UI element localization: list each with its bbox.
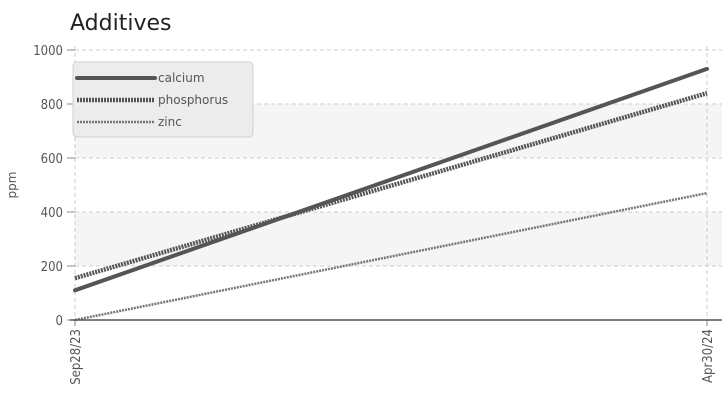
legend-label-phosphorus: phosphorus: [158, 93, 228, 107]
y-tick-label: 400: [41, 206, 63, 221]
series-line-zinc: [74, 191, 708, 322]
chart-title: Additives: [70, 11, 171, 36]
legend-label-zinc: zinc: [158, 115, 182, 129]
series-line-phosphorus: [74, 91, 708, 281]
y-tick-label: 800: [41, 98, 63, 113]
plot-band: [75, 212, 722, 266]
y-tick-label: 600: [41, 152, 63, 167]
legend-box: [72, 61, 254, 138]
legend-label-calcium: calcium: [158, 71, 205, 85]
legend[interactable]: calcium phosphorus zinc: [72, 61, 254, 138]
y-axis-label: ppm: [5, 172, 19, 199]
y-tick-label: 200: [41, 260, 63, 275]
series-lines: [73, 66, 709, 322]
y-tick-label: 0: [56, 314, 63, 329]
y-tick-label: 1000: [33, 44, 63, 59]
x-tick-label: Apr30/24: [701, 329, 716, 383]
y-axis-ticks: 0 200 400 600 800 1000: [33, 44, 75, 329]
x-axis-ticks: Sep28/23 Apr30/24: [69, 320, 716, 385]
x-tick-label: Sep28/23: [69, 329, 84, 385]
series-line-calcium: [73, 66, 709, 293]
